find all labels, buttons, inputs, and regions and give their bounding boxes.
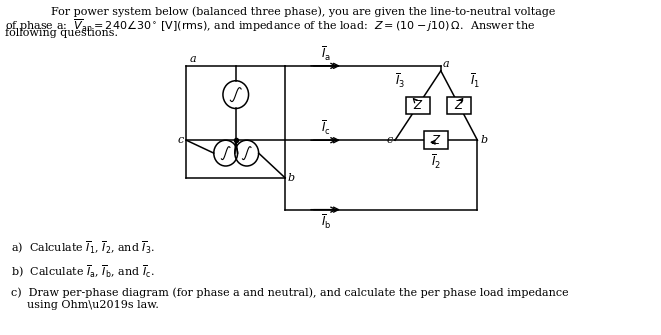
Text: using Ohm\u2019s law.: using Ohm\u2019s law. — [27, 300, 159, 310]
Text: a: a — [443, 59, 449, 69]
Text: b: b — [480, 135, 487, 145]
Text: a: a — [190, 54, 196, 64]
Text: b: b — [288, 173, 295, 183]
Text: $\overline{I}_{\mathrm{c}}$: $\overline{I}_{\mathrm{c}}$ — [321, 119, 330, 137]
FancyBboxPatch shape — [406, 96, 430, 115]
Text: a)  Calculate $\overline{I}_1$, $\overline{I}_2$, and $\overline{I}_3$.: a) Calculate $\overline{I}_1$, $\overlin… — [11, 240, 155, 256]
Text: $Z$: $Z$ — [454, 99, 465, 112]
Text: $\overline{I}_{\mathrm{a}}$: $\overline{I}_{\mathrm{a}}$ — [321, 45, 331, 63]
Text: of phase a:  $\overline{V}_{\mathrm{an}} = 240\angle30^\circ\,[\mathrm{V}](\math: of phase a: $\overline{V}_{\mathrm{an}} … — [5, 17, 535, 34]
Text: b)  Calculate $\overline{I}_{\mathrm{a}}$, $\overline{I}_{\mathrm{b}}$, and $\ov: b) Calculate $\overline{I}_{\mathrm{a}}$… — [11, 263, 154, 279]
Text: following questions.: following questions. — [5, 28, 118, 38]
FancyBboxPatch shape — [424, 131, 448, 149]
Text: For power system below (balanced three phase), you are given the line-to-neutral: For power system below (balanced three p… — [52, 6, 556, 17]
Text: $\overline{I}_1$: $\overline{I}_1$ — [470, 72, 480, 90]
FancyBboxPatch shape — [447, 96, 471, 115]
Text: c: c — [386, 135, 392, 145]
Text: $\overline{I}_{\mathrm{b}}$: $\overline{I}_{\mathrm{b}}$ — [321, 213, 331, 230]
Text: $\overline{I}_2$: $\overline{I}_2$ — [431, 153, 442, 171]
Text: c)  Draw per-phase diagram (for phase a and neutral), and calculate the per phas: c) Draw per-phase diagram (for phase a a… — [11, 287, 568, 297]
Text: $Z$: $Z$ — [412, 99, 423, 112]
Text: c: c — [177, 135, 184, 145]
Text: $\overline{I}_3$: $\overline{I}_3$ — [395, 72, 405, 90]
Text: $Z$: $Z$ — [431, 134, 442, 147]
